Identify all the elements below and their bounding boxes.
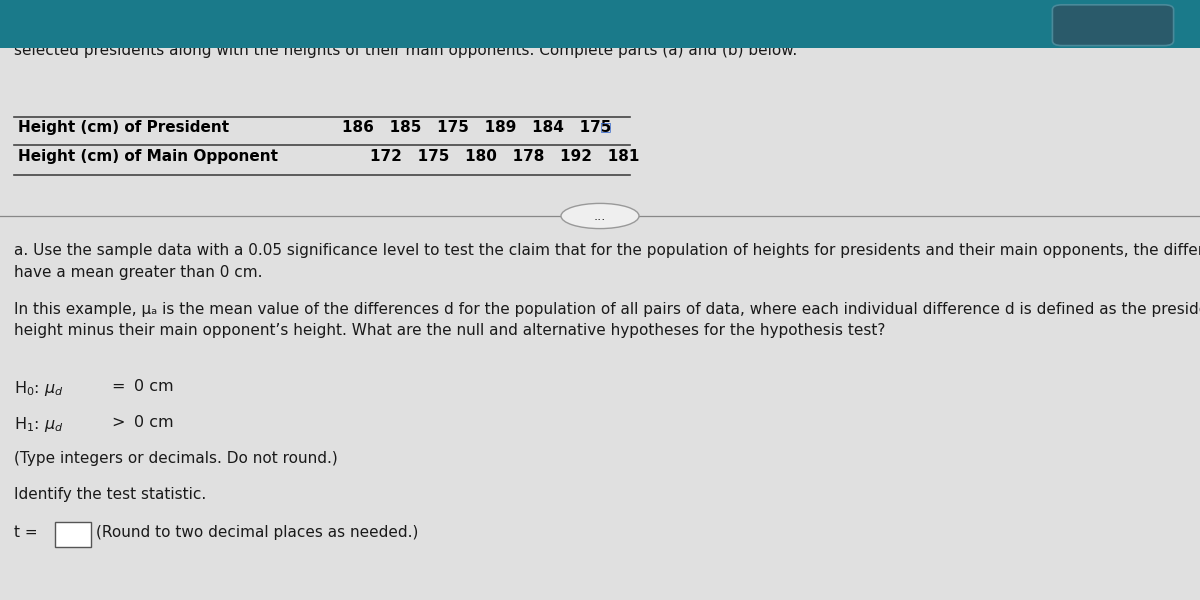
FancyBboxPatch shape xyxy=(55,522,91,547)
Text: =: = xyxy=(112,379,125,394)
Text: 0 cm: 0 cm xyxy=(134,415,174,430)
Text: Identify the test statistic.: Identify the test statistic. xyxy=(14,487,206,502)
Text: A popular theory is that presidential candidates have an advantage if they are t: A popular theory is that presidential ca… xyxy=(14,21,1200,58)
Text: □: □ xyxy=(600,120,612,133)
Text: (Round to two decimal places as needed.): (Round to two decimal places as needed.) xyxy=(96,525,419,540)
Text: H$_0$: $\mu_d$: H$_0$: $\mu_d$ xyxy=(14,379,64,398)
Text: 186   185   175   189   184   175: 186 185 175 189 184 175 xyxy=(342,120,611,135)
Text: t =: t = xyxy=(14,525,38,540)
Text: 0 cm: 0 cm xyxy=(134,379,174,394)
Text: H$_1$: $\mu_d$: H$_1$: $\mu_d$ xyxy=(14,415,64,434)
Ellipse shape xyxy=(562,203,640,229)
Text: Height (cm) of Main Opponent: Height (cm) of Main Opponent xyxy=(18,149,278,164)
Text: Height (cm) of President: Height (cm) of President xyxy=(18,120,229,135)
Text: (Type integers or decimals. Do not round.): (Type integers or decimals. Do not round… xyxy=(14,451,338,466)
Text: >: > xyxy=(112,415,125,430)
Text: 172   175   180   178   192   181: 172 175 180 178 192 181 xyxy=(370,149,638,164)
Text: In this example, μₐ is the mean value of the differences d for the population of: In this example, μₐ is the mean value of… xyxy=(14,302,1200,338)
Text: a. Use the sample data with a 0.05 significance level to test the claim that for: a. Use the sample data with a 0.05 signi… xyxy=(14,243,1200,280)
Text: ...: ... xyxy=(594,209,606,223)
